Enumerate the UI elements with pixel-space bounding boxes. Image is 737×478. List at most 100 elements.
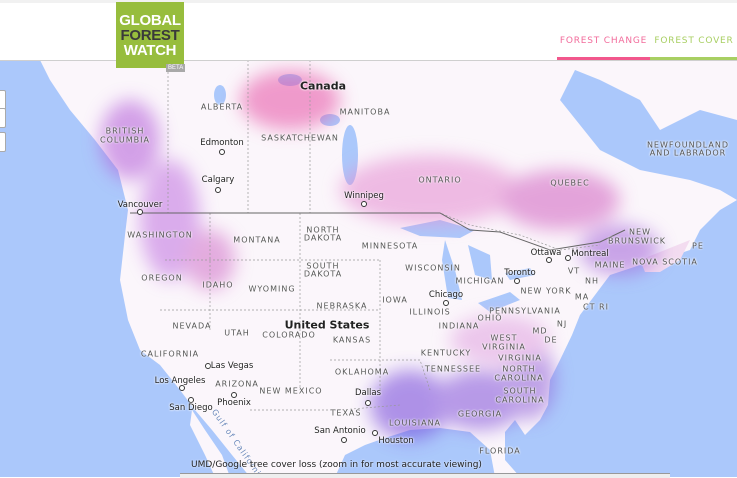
logo-line-1: GLOBAL: [119, 11, 181, 29]
region-label: DE: [544, 335, 558, 345]
beta-badge: BETA: [166, 64, 186, 72]
gfw-logo[interactable]: GLOBAL FOREST WATCH: [116, 2, 184, 68]
region-label: MD: [532, 326, 548, 336]
tab-forest-change[interactable]: FOREST CHANGE: [559, 36, 648, 46]
country-label: United States: [284, 318, 370, 332]
city-label: Calgary: [201, 175, 235, 185]
region-label: CAROLINA: [495, 395, 545, 405]
city-label: San Antonio: [314, 426, 366, 436]
city-label: Phoenix: [217, 398, 251, 408]
city-label: Houston: [378, 436, 414, 446]
logo-line-3: WATCH: [123, 41, 177, 59]
region-label: TEXAS: [330, 408, 362, 418]
region-label: BRITISH: [105, 126, 145, 136]
region-label: CT RI: [583, 302, 609, 312]
city-label: Vancouver: [117, 200, 163, 210]
region-label: MAINE: [594, 260, 626, 270]
city-marker: [361, 201, 367, 207]
region-label: LOUISIANA: [388, 418, 442, 428]
region-label: TENNESSEE: [424, 364, 482, 374]
region-label: PENNSYLVANIA: [489, 306, 561, 316]
city-marker: [514, 278, 520, 284]
region-label: VT: [567, 266, 581, 276]
region-label: WYOMING: [248, 284, 296, 294]
region-label: NEBRASKA: [316, 301, 368, 311]
basemap: [40, 60, 737, 477]
region-label: SOUTH: [306, 261, 340, 271]
region-label: OREGON: [141, 273, 183, 283]
region-label: KENTUCKY: [420, 348, 472, 358]
city-marker: [372, 430, 378, 436]
zoom-out-button[interactable]: [0, 108, 6, 128]
city-marker: [219, 149, 225, 155]
region-label: COLORADO: [262, 330, 316, 340]
region-label: NEVADA: [172, 321, 212, 331]
region-label: MONTANA: [233, 235, 281, 245]
region-label: WISCONSIN: [405, 263, 461, 273]
city-marker: [188, 397, 194, 403]
region-label: GEORGIA: [457, 409, 503, 419]
city-label: Ottawa: [530, 248, 562, 258]
city-marker: [565, 255, 571, 261]
region-label: NORTH: [502, 364, 536, 374]
borders: [130, 60, 601, 411]
region-label: NEW MEXICO: [259, 386, 323, 396]
region-label: MANITOBA: [339, 107, 391, 117]
region-label: CALIFORNIA: [140, 349, 200, 359]
region-label: COLUMBIA: [99, 135, 151, 145]
country-label: Canada: [299, 79, 347, 93]
city-marker: [137, 209, 143, 215]
tab-forest-cover-indicator: [650, 57, 737, 60]
tab-forest-cover[interactable]: FOREST COVER: [654, 36, 734, 46]
region-label: IDAHO: [202, 280, 234, 290]
region-label: NJ: [556, 319, 568, 329]
region-label: UTAH: [224, 328, 250, 338]
region-label: DAKOTA: [303, 233, 343, 243]
region-label: WEST: [490, 333, 518, 343]
region-label: NEWFOUNDLAND: [646, 140, 730, 150]
baja-california: [190, 410, 230, 477]
region-label: VIRGINIA: [482, 342, 526, 352]
region-label: ALBERTA: [200, 102, 244, 112]
map-canvas[interactable]: Canada United States ALBERTA MANITOBA SA…: [0, 60, 737, 477]
city-marker: [443, 300, 449, 306]
layer-caption: UMD/Google tree cover loss (zoom in for …: [191, 460, 482, 470]
city-label: San Diego: [169, 403, 213, 413]
region-label: CAROLINA: [494, 373, 544, 383]
top-header: [0, 0, 737, 61]
region-label: PE: [692, 241, 704, 251]
region-label: ONTARIO: [418, 175, 462, 185]
city-label: Los Angeles: [154, 376, 206, 386]
city-marker: [365, 400, 371, 406]
zoom-in-button[interactable]: [0, 90, 6, 110]
city-label: Edmonton: [200, 138, 244, 148]
timeline-bar[interactable]: [180, 473, 670, 478]
region-label: MA: [574, 292, 590, 302]
city-marker: [179, 385, 185, 391]
city-label: Winnipeg: [344, 191, 384, 201]
region-label: NEW YORK: [520, 286, 572, 296]
region-label: OHIO: [477, 313, 503, 323]
region-label: MICHIGAN: [455, 276, 505, 286]
region-label: NEW: [629, 227, 651, 237]
city-label: Chicago: [428, 290, 464, 300]
map-control-button[interactable]: [0, 132, 6, 152]
region-label: KANSAS: [332, 335, 372, 345]
region-label: SASKATCHEWAN: [261, 133, 339, 143]
region-label: IOWA: [382, 295, 408, 305]
city-label: Dallas: [354, 388, 382, 398]
city-marker: [231, 392, 237, 398]
tab-forest-change-indicator: [557, 57, 650, 60]
us-canada-border: [130, 212, 626, 251]
city-label: Montreal: [571, 249, 609, 259]
region-label: ARIZONA: [215, 379, 259, 389]
region-label: NORTH: [306, 225, 340, 235]
city-label: Las Vegas: [210, 361, 254, 371]
city-marker: [546, 257, 552, 263]
region-label: NOVA SCOTIA: [632, 257, 698, 267]
region-label: NH: [585, 276, 599, 286]
city-marker: [341, 437, 347, 443]
tree-cover-loss-overlay: [100, 70, 660, 440]
land-north-america: [40, 60, 737, 477]
region-label: INDIANA: [438, 321, 480, 331]
